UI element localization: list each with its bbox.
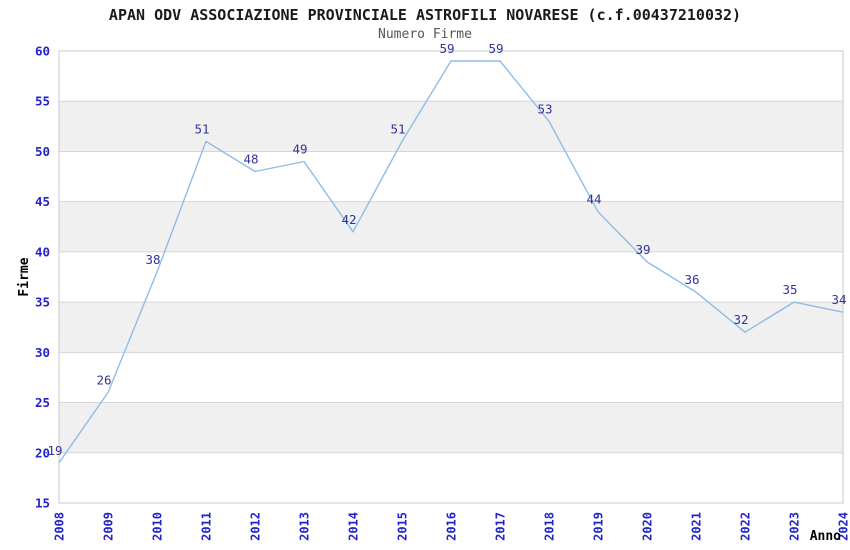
- point-label: 44: [586, 192, 601, 207]
- x-tick-label: 2014: [347, 512, 361, 541]
- band: [59, 201, 843, 252]
- x-tick-label: 2022: [739, 512, 753, 541]
- x-tick-label: 2018: [543, 512, 557, 541]
- band: [59, 101, 843, 152]
- point-label: 36: [684, 272, 699, 287]
- x-tick-label: 2009: [102, 512, 116, 541]
- x-tick-label: 2016: [445, 512, 459, 541]
- y-axis-tick-labels: 15 20 25 30 35 40 45 50 55 60: [35, 44, 50, 511]
- y-tick-label: 25: [35, 395, 50, 410]
- point-label: 51: [390, 121, 405, 136]
- x-tick-label: 2015: [396, 512, 410, 541]
- point-label: 26: [96, 373, 111, 388]
- x-tick-label: 2020: [641, 512, 655, 541]
- x-tick-label: 2024: [837, 512, 850, 541]
- y-tick-label: 35: [35, 295, 50, 310]
- y-tick-label: 45: [35, 194, 50, 209]
- x-tick-label: 2012: [249, 512, 263, 541]
- x-tick-label: 2013: [298, 512, 312, 541]
- point-label: 48: [243, 152, 258, 167]
- x-axis-title: Anno: [810, 529, 841, 544]
- point-label: 42: [341, 212, 356, 227]
- data-point-labels: 19 26 38 51 48 49 42 51 59 59 53 44 39 36 32 35 34: [47, 41, 846, 458]
- point-label: 49: [292, 142, 307, 157]
- chart-subtitle: Numero Firme: [378, 27, 472, 42]
- point-label: 34: [831, 292, 846, 307]
- plot-border-rect: [58, 50, 844, 504]
- point-label: 19: [47, 443, 62, 458]
- x-tick-label: 2011: [200, 512, 214, 541]
- y-tick-label: 60: [35, 44, 50, 59]
- point-label: 59: [488, 41, 503, 56]
- x-axis-tick-labels: 2008 2009 2010 2011 2012 2013 2014 2015 2016 2017…: [53, 512, 850, 541]
- point-label: 59: [439, 41, 454, 56]
- series-line: [58, 60, 844, 464]
- x-tick-label: 2023: [788, 512, 802, 541]
- point-label: 32: [733, 312, 748, 327]
- x-tick-label: 2017: [494, 512, 508, 541]
- x-tick-label: 2019: [592, 512, 606, 541]
- point-label: 51: [194, 121, 209, 136]
- data-line: [58, 60, 844, 464]
- point-label: 39: [635, 242, 650, 257]
- y-tick-label: 15: [35, 496, 50, 511]
- point-label: 38: [145, 252, 160, 267]
- y-tick-label: 30: [35, 345, 50, 360]
- y-tick-label: 20: [35, 445, 50, 460]
- chart-title: APAN ODV ASSOCIAZIONE PROVINCIALE ASTROF…: [108, 6, 742, 24]
- y-axis-title: Firme: [17, 257, 32, 296]
- plot-border: [58, 50, 844, 504]
- y-tick-label: 50: [35, 144, 50, 159]
- point-label: 53: [537, 101, 552, 116]
- x-tick-label: 2021: [690, 512, 704, 541]
- band: [59, 402, 843, 453]
- point-label: 35: [782, 282, 797, 297]
- x-tick-label: 2010: [151, 512, 165, 541]
- band: [59, 302, 843, 353]
- plot-bands: [59, 101, 843, 453]
- y-tick-label: 40: [35, 244, 50, 259]
- y-tick-label: 55: [35, 94, 50, 109]
- x-tick-label: 2008: [53, 512, 67, 541]
